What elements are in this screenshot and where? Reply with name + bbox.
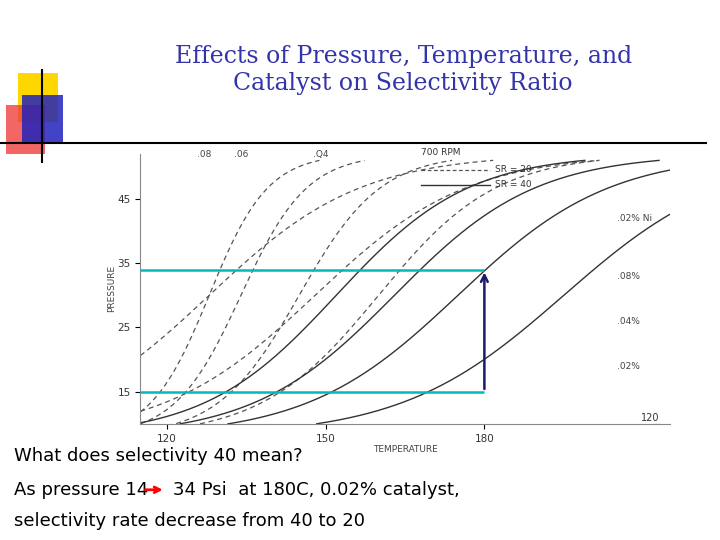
FancyBboxPatch shape [22, 94, 63, 143]
Text: selectivity rate decrease from 40 to 20: selectivity rate decrease from 40 to 20 [14, 512, 365, 530]
FancyBboxPatch shape [6, 105, 45, 154]
Text: 120: 120 [641, 413, 659, 423]
Text: .04%: .04% [616, 316, 639, 326]
Text: Effects of Pressure, Temperature, and: Effects of Pressure, Temperature, and [174, 45, 632, 68]
Text: What does selectivity 40 mean?: What does selectivity 40 mean? [14, 447, 303, 465]
Text: Catalyst on Selectivity Ratio: Catalyst on Selectivity Ratio [233, 72, 573, 95]
Y-axis label: PRESSURE: PRESSURE [107, 265, 116, 313]
Text: .02%: .02% [616, 362, 639, 370]
Text: .Q4: .Q4 [312, 150, 328, 159]
Text: .06: .06 [234, 150, 248, 159]
Text: .08: .08 [197, 150, 211, 159]
Text: .02% Ni: .02% Ni [616, 214, 652, 222]
Text: 34 Psi  at 180C, 0.02% catalyst,: 34 Psi at 180C, 0.02% catalyst, [173, 481, 459, 499]
Text: SR = 40: SR = 40 [495, 180, 531, 189]
Text: As pressure 14: As pressure 14 [14, 481, 148, 499]
X-axis label: TEMPERATURE: TEMPERATURE [373, 445, 437, 454]
Text: .08%: .08% [616, 272, 639, 281]
Text: SR = 20: SR = 20 [495, 165, 531, 174]
FancyBboxPatch shape [18, 73, 58, 122]
Text: 700 RPM: 700 RPM [421, 148, 460, 157]
